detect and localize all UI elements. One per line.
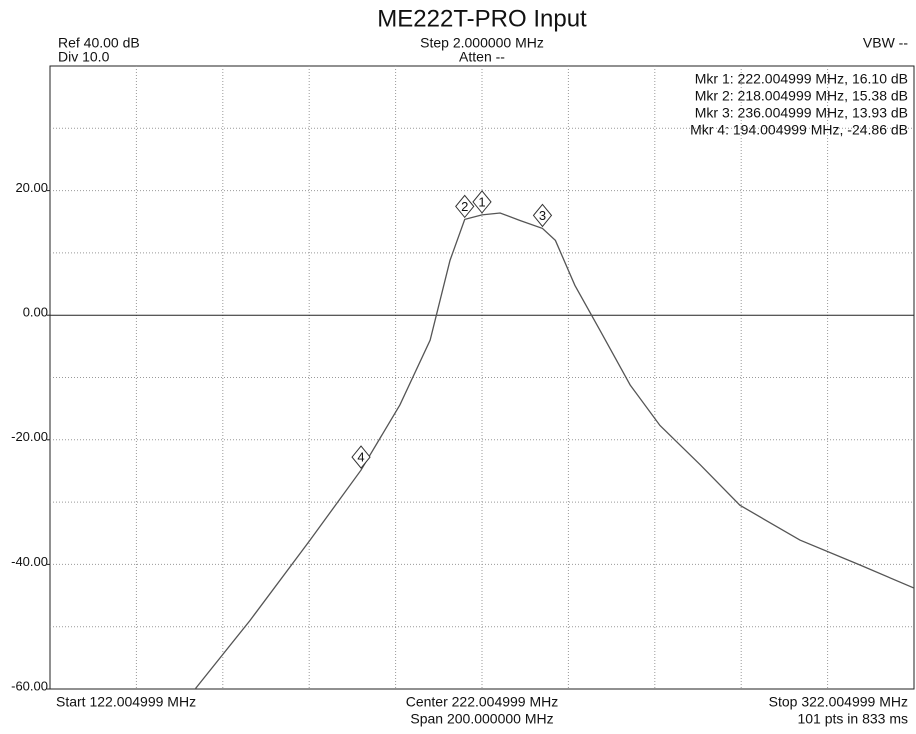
y-tick-label: -20.00	[11, 429, 48, 444]
vbw-label: VBW --	[863, 35, 908, 51]
start-label: Start 122.004999 MHz	[56, 694, 196, 710]
y-tick-label: 0.00	[23, 305, 48, 320]
marker-number: 2	[461, 199, 468, 214]
marker-diamond	[351, 445, 371, 469]
stop-label: Stop 322.004999 MHz	[769, 694, 908, 710]
marker-readout: Mkr 1: 222.004999 MHz, 16.10 dB	[695, 71, 908, 87]
y-tick-label: -40.00	[11, 554, 48, 569]
center-label: Center 222.004999 MHz	[406, 694, 559, 710]
marker-readout: Mkr 3: 236.004999 MHz, 13.93 dB	[695, 105, 908, 121]
trace-group	[194, 212, 914, 689]
points-label: 101 pts in 833 ms	[797, 711, 908, 727]
marker-number: 4	[357, 450, 364, 465]
marker-readout: Mkr 2: 218.004999 MHz, 15.38 dB	[695, 88, 908, 104]
marker-diamond	[455, 194, 475, 219]
marker-diamond	[472, 190, 492, 214]
trace	[194, 212, 914, 689]
span-label: Span 200.000000 MHz	[410, 711, 553, 727]
marker-diamond	[532, 203, 553, 228]
atten-label: Atten --	[459, 49, 505, 65]
marker-number: 1	[478, 194, 485, 209]
marker-number: 3	[539, 208, 546, 223]
ref-label: Ref 40.00 dB	[58, 35, 140, 51]
y-tick-label: -60.00	[11, 678, 48, 693]
chart-title: ME222T-PRO Input	[377, 5, 587, 32]
y-tick-label: 20.00	[15, 180, 48, 195]
marker-readout: Mkr 4: 194.004999 MHz, -24.86 dB	[690, 122, 908, 138]
step-label: Step 2.000000 MHz	[420, 35, 544, 51]
div-label: Div 10.0	[58, 49, 110, 65]
